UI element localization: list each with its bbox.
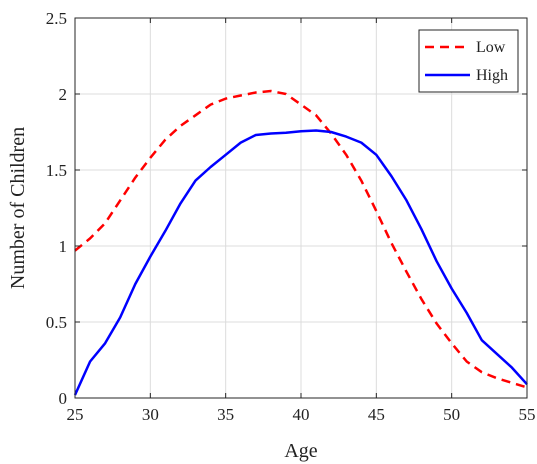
x-tick-label: 40 — [293, 405, 310, 424]
tick-labels: 25 30 35 40 45 50 55 0 0.5 1 1.5 2 2.5 — [46, 9, 536, 424]
x-tick-label: 30 — [142, 405, 159, 424]
y-tick-label: 2 — [59, 85, 68, 104]
series-line-high — [73, 129, 528, 396]
x-tick-label: 55 — [519, 405, 536, 424]
x-tick-label: 50 — [443, 405, 460, 424]
x-tick-label: 45 — [368, 405, 385, 424]
legend-label-high: High — [476, 67, 508, 84]
x-tick-label: 25 — [67, 405, 84, 424]
x-tick-label: 35 — [217, 405, 234, 424]
legend-label-low: Low — [476, 39, 506, 56]
y-tick-label: 1.5 — [46, 161, 67, 180]
legend: Low High — [418, 29, 519, 93]
y-axis-label: Number of Children — [7, 127, 29, 289]
series-line-low — [74, 89, 528, 389]
y-tick-label: 0 — [59, 389, 68, 408]
y-tick-label: 2.5 — [46, 9, 67, 28]
series-group — [73, 89, 528, 396]
y-tick-label: 1 — [59, 237, 68, 256]
y-tick-label: 0.5 — [46, 313, 67, 332]
legend-box — [418, 29, 519, 93]
tick-marks — [74, 17, 528, 399]
x-axis-label: Age — [284, 440, 317, 462]
